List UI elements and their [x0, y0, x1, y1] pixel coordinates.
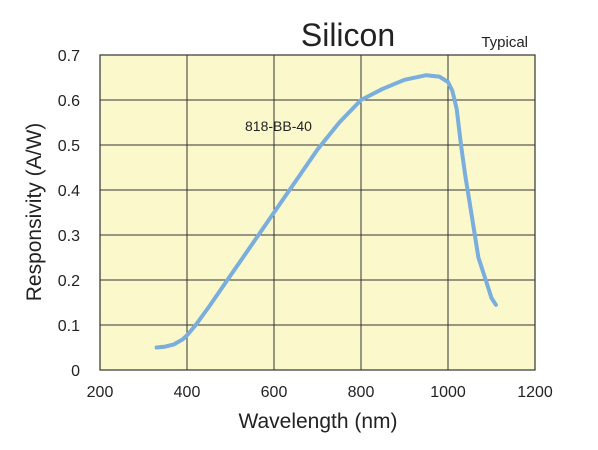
series-label-818-bb-40: 818-BB-40 [245, 118, 312, 134]
grid [99, 54, 536, 371]
y-tick-label: 0.7 [58, 48, 80, 65]
y-tick-label: 0.6 [58, 93, 80, 110]
x-tick-label: 600 [261, 384, 288, 401]
x-axis: 200 400 600 800 1000 1200 [87, 384, 553, 401]
x-tick-label: 1200 [517, 384, 553, 401]
y-tick-label: 0.2 [58, 273, 80, 290]
x-tick-label: 400 [174, 384, 201, 401]
x-tick-label: 800 [348, 384, 375, 401]
chart-title: Silicon [301, 17, 395, 53]
y-axis: 0 0.1 0.2 0.3 0.4 0.5 0.6 0.7 [58, 48, 80, 380]
y-tick-label: 0.1 [58, 318, 80, 335]
x-tick-label: 1000 [430, 384, 466, 401]
plot-border [99, 54, 536, 371]
y-axis-label: Responsivity (A/W) [23, 123, 46, 302]
y-tick-label: 0 [71, 363, 80, 380]
series-line-818-bb-40 [154, 73, 498, 350]
x-tick-label: 200 [87, 384, 114, 401]
y-tick-label: 0.3 [58, 228, 80, 245]
y-tick-label: 0.4 [58, 183, 80, 200]
plot-area [100, 55, 535, 370]
typical-note: Typical [481, 34, 528, 51]
y-tick-label: 0.5 [58, 138, 80, 155]
x-axis-label: Wavelength (nm) [238, 410, 397, 433]
